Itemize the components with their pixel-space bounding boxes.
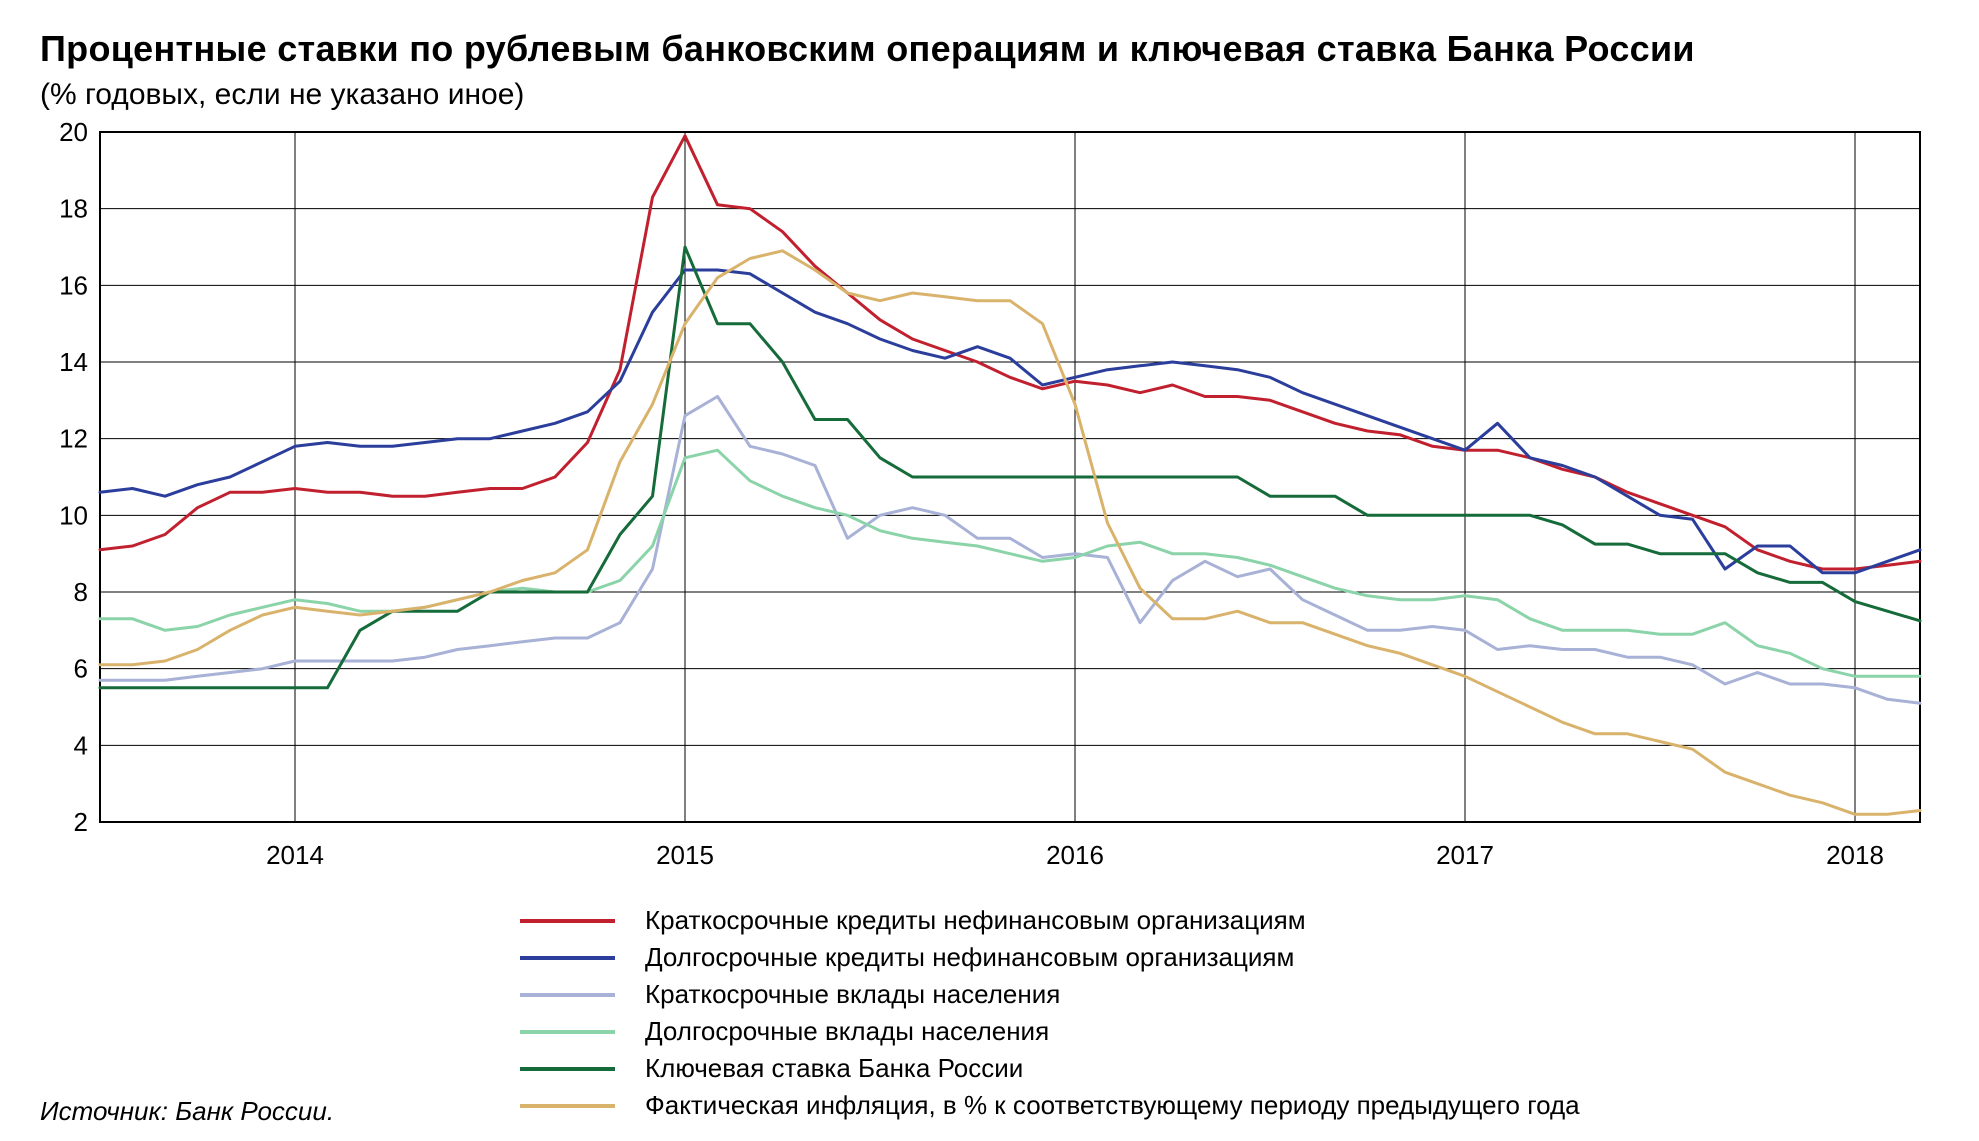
legend-item: Долгосрочные вклады населения — [520, 1016, 1900, 1047]
legend-item: Ключевая ставка Банка России — [520, 1053, 1900, 1084]
legend-item: Фактическая инфляция, в % к соответствую… — [520, 1090, 1900, 1121]
svg-text:16: 16 — [59, 270, 88, 300]
legend-swatch — [520, 993, 615, 997]
svg-text:2014: 2014 — [266, 840, 324, 870]
legend-swatch — [520, 919, 615, 923]
svg-text:10: 10 — [59, 500, 88, 530]
legend-item: Долгосрочные кредиты нефинансовым органи… — [520, 942, 1900, 973]
svg-text:2015: 2015 — [656, 840, 714, 870]
legend-item: Краткосрочные вклады населения — [520, 979, 1900, 1010]
legend-label: Долгосрочные кредиты нефинансовым органи… — [645, 942, 1294, 973]
legend-swatch — [520, 956, 615, 960]
svg-text:20: 20 — [59, 122, 88, 147]
chart-subtitle: (% годовых, если не указано иное) — [40, 78, 1939, 112]
line-chart: 2 4 6 8 10 12 14 16 18 20 2014 2015 2016 2017 2018 — [40, 122, 1940, 882]
chart-legend: Краткосрочные кредиты нефинансовым орган… — [520, 905, 1900, 1127]
svg-text:2018: 2018 — [1826, 840, 1884, 870]
svg-text:12: 12 — [59, 424, 88, 454]
legend-label: Фактическая инфляция, в % к соответствую… — [645, 1090, 1580, 1121]
legend-item: Краткосрочные кредиты нефинансовым орган… — [520, 905, 1900, 936]
svg-text:2: 2 — [74, 807, 88, 837]
svg-text:4: 4 — [74, 730, 88, 760]
svg-text:2016: 2016 — [1046, 840, 1104, 870]
chart-title: Процентные ставки по рублевым банковским… — [40, 28, 1939, 70]
legend-swatch — [520, 1030, 615, 1034]
chart-source: Источник: Банк России. — [40, 1096, 334, 1127]
legend-swatch — [520, 1104, 615, 1108]
svg-text:2017: 2017 — [1436, 840, 1494, 870]
svg-text:6: 6 — [74, 654, 88, 684]
legend-label: Ключевая ставка Банка России — [645, 1053, 1023, 1084]
legend-label: Долгосрочные вклады населения — [645, 1016, 1049, 1047]
legend-label: Краткосрочные кредиты нефинансовым орган… — [645, 905, 1306, 936]
legend-label: Краткосрочные вклады населения — [645, 979, 1060, 1010]
svg-text:14: 14 — [59, 347, 88, 377]
svg-text:18: 18 — [59, 194, 88, 224]
legend-swatch — [520, 1067, 615, 1071]
svg-text:8: 8 — [74, 577, 88, 607]
